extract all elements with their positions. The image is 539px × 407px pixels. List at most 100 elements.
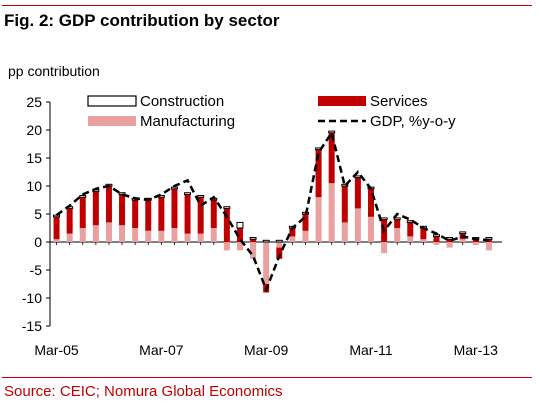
bar-construction (249, 237, 257, 240)
bar-manufacturing (354, 208, 361, 242)
bar-construction (328, 130, 336, 134)
legend-services-label: Services (370, 93, 428, 110)
legend-construction-label: Construction (140, 93, 224, 110)
bar-manufacturing (315, 197, 322, 242)
y-tick-label: 20 (26, 122, 42, 138)
bar-services (171, 188, 178, 228)
bar-services (407, 222, 414, 237)
bar-manufacturing (328, 183, 335, 242)
bar-services (119, 194, 126, 226)
source-note: Source: CEIC; Nomura Global Economics (4, 383, 283, 400)
bar-construction (262, 239, 270, 243)
bar-manufacturing (223, 242, 230, 251)
bar-services (223, 208, 230, 242)
bar-services (394, 219, 401, 228)
x-tick-label: Mar-13 (454, 342, 499, 358)
bar-services (236, 228, 243, 242)
bar-manufacturing (459, 239, 466, 242)
bar-services (367, 188, 374, 217)
bar-services (485, 239, 492, 242)
y-tick-label: 0 (34, 234, 42, 250)
legend-construction-swatch (87, 95, 137, 107)
y-tick-label: 5 (34, 206, 42, 222)
bar-manufacturing (367, 216, 374, 242)
bar-services (53, 216, 60, 240)
bar-services (210, 200, 217, 228)
bar-construction (184, 192, 192, 195)
y-tick-label: -10 (22, 290, 42, 306)
bar-construction (380, 217, 388, 221)
bar-services (250, 239, 257, 242)
bar-construction (341, 183, 349, 187)
x-tick-label: Mar-09 (244, 342, 289, 358)
chart-legend: Construction Services Manufacturing GDP, %y… (87, 93, 456, 130)
bar-manufacturing (394, 228, 401, 242)
bar-services (328, 132, 335, 184)
bar-construction (275, 239, 283, 243)
x-tick-label: Mar-07 (139, 342, 184, 358)
bar-manufacturing (289, 236, 296, 242)
y-tick-label: -15 (22, 318, 42, 334)
bar-manufacturing (119, 225, 126, 242)
bar-manufacturing (276, 242, 283, 248)
bar-services (197, 197, 204, 234)
legend-gdp-label: GDP, %y-o-y (370, 113, 456, 130)
bar-manufacturing (433, 242, 440, 245)
y-tick-label: -5 (30, 262, 43, 278)
bar-services (354, 177, 361, 209)
bar-services (184, 194, 191, 234)
bar-services (341, 186, 348, 223)
bar-services (446, 239, 453, 242)
bar-manufacturing (472, 242, 479, 245)
bar-services (315, 149, 322, 198)
bar-manufacturing (341, 222, 348, 242)
bar-construction (236, 221, 244, 229)
bar-manufacturing (210, 228, 217, 242)
bar-manufacturing (132, 228, 139, 242)
bar-services (105, 186, 112, 223)
bar-construction (118, 192, 126, 195)
bar-construction (459, 231, 467, 235)
y-tick-label: 25 (26, 94, 42, 110)
bar-services (420, 228, 427, 240)
bar-manufacturing (263, 242, 270, 284)
bar-services (289, 228, 296, 237)
bar-services (79, 197, 86, 228)
bar-services (92, 191, 99, 226)
figure-title: Fig. 2: GDP contribution by sector (4, 11, 280, 30)
bar-manufacturing (105, 222, 112, 242)
bar-manufacturing (66, 233, 73, 242)
bar-manufacturing (250, 242, 257, 259)
legend-manufacturing-swatch (88, 116, 136, 126)
bar-manufacturing (197, 233, 204, 242)
legend-manufacturing-label: Manufacturing (140, 113, 235, 130)
source-rule (2, 377, 532, 378)
bar-construction (53, 214, 61, 218)
gdp-line (55, 129, 490, 294)
y-axis-label: pp contribution (8, 63, 100, 79)
legend-services-swatch (318, 96, 366, 106)
chart-axes: -15 -10 -5 0 5 10 15 20 25 Mar-05 Mar-07 Mar-09 Mar-… (22, 94, 502, 358)
bar-manufacturing (236, 242, 243, 251)
bar-construction (223, 206, 231, 209)
bar-services (66, 208, 73, 234)
bar-services (472, 239, 479, 242)
y-tick-label: 10 (26, 178, 42, 194)
bar-manufacturing (92, 225, 99, 242)
bar-manufacturing (184, 233, 191, 242)
bar-manufacturing (158, 230, 165, 242)
chart-bars (53, 130, 493, 293)
bar-construction (197, 195, 205, 198)
bar-manufacturing (79, 228, 86, 242)
title-rule (2, 5, 532, 6)
x-tick-label: Mar-05 (34, 342, 79, 358)
y-tick-label: 15 (26, 150, 42, 166)
bar-construction (393, 217, 401, 221)
bar-services (132, 200, 139, 228)
x-tick-label: Mar-11 (349, 342, 393, 358)
bar-manufacturing (302, 230, 309, 242)
bar-manufacturing (381, 242, 388, 254)
bar-manufacturing (53, 239, 60, 242)
bar-manufacturing (446, 242, 453, 248)
bar-manufacturing (485, 242, 492, 251)
